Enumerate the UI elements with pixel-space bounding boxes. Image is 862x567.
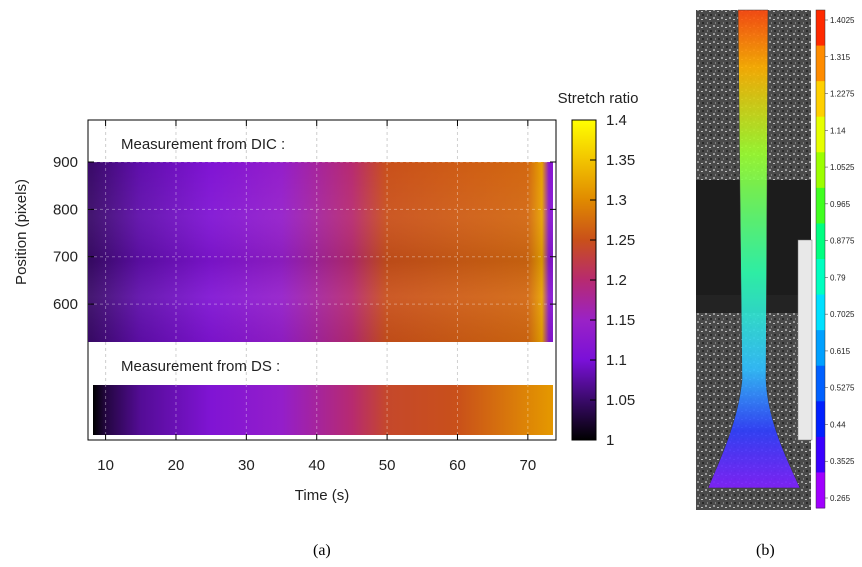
colorbar-tick-label: 1 (606, 432, 614, 449)
panel-b-colorbar-label: 0.265 (830, 494, 851, 503)
y-axis-label: Position (pixels) (13, 179, 30, 285)
y-tick-label: 600 (53, 296, 78, 313)
colorbar-tick-label: 1.25 (606, 232, 635, 249)
colorbar-tick-label: 1.3 (606, 192, 627, 209)
panel-a: Measurement from DIC : Measurement from … (13, 90, 638, 504)
x-tick-label: 60 (449, 457, 466, 474)
panel-b-colorbar-segment (816, 472, 825, 509)
x-tick-label: 30 (238, 457, 255, 474)
panel-b-colorbar-label: 0.965 (830, 200, 851, 209)
panel-b-colorbar-segment (816, 294, 825, 331)
grid-lines-overlay (88, 120, 556, 440)
colorbar-tick-label: 1.35 (606, 152, 635, 169)
panel-b-colorbar-label: 0.5275 (830, 384, 855, 393)
dic-band-shading (88, 162, 553, 342)
panel-b-colorbar-label: 1.0525 (830, 163, 855, 172)
panel-b-colorbar-segment (816, 223, 825, 260)
panel-b-colorbar-segment (816, 45, 825, 82)
panel-b-colorbar-segment (816, 81, 825, 118)
panel-label-a: (a) (313, 542, 331, 559)
y-axis-ticks: 600 700 800 900 (53, 154, 556, 313)
panel-b-colorbar-label: 1.315 (830, 53, 851, 62)
panel-b: 1.4025 1.315 1.2275 1.14 1.0525 0.965 0.8775 0.… (696, 9, 855, 510)
panel-b-colorbar-label: 0.7025 (830, 310, 855, 319)
colorbar-label: Stretch ratio (558, 90, 639, 107)
panel-b-colorbar-segment (816, 187, 825, 224)
colorbar-tick-label: 1.4 (606, 112, 627, 129)
panel-b-colorbar-label: 0.615 (830, 347, 851, 356)
x-tick-label: 50 (379, 457, 396, 474)
y-tick-label: 700 (53, 249, 78, 266)
panel-b-colorbar: 1.4025 1.315 1.2275 1.14 1.0525 0.965 0.8775 0.… (815, 9, 855, 509)
panel-b-colorbar-segment (816, 365, 825, 402)
panel-b-colorbar-segment (816, 330, 825, 367)
ruler (797, 239, 813, 441)
panel-b-colorbar-label: 0.79 (830, 273, 846, 282)
colorbar-tick-label: 1.2 (606, 272, 627, 289)
panel-b-colorbar-label: 1.4025 (830, 16, 855, 25)
panel-b-colorbar-label: 0.44 (830, 420, 846, 429)
section-label-dic: Measurement from DIC : (121, 136, 285, 153)
x-tick-label: 10 (97, 457, 114, 474)
colorbar-tick-label: 1.15 (606, 312, 635, 329)
panel-label-b: (b) (756, 542, 775, 559)
panel-b-colorbar-segment (816, 152, 825, 189)
colorbar-tick-label: 1.05 (606, 392, 635, 409)
colorbar-tick-label: 1.1 (606, 352, 627, 369)
x-tick-label: 20 (168, 457, 185, 474)
x-tick-label: 70 (520, 457, 537, 474)
ds-heatmap (93, 385, 553, 435)
section-label-ds: Measurement from DS : (121, 358, 280, 375)
x-axis-label: Time (s) (295, 487, 349, 504)
panel-b-colorbar-segment (816, 259, 825, 296)
x-tick-label: 40 (308, 457, 325, 474)
specimen-strain-field (707, 9, 801, 489)
y-tick-label: 800 (53, 201, 78, 218)
panel-b-colorbar-segment (816, 10, 825, 47)
panel-b-colorbar-label: 1.2275 (830, 90, 855, 99)
panel-b-colorbar-segment (816, 401, 825, 438)
panel-b-colorbar-label: 0.3525 (830, 457, 855, 466)
panel-b-colorbar-label: 1.14 (830, 126, 846, 135)
colorbar-ticks: 1 1.05 1.1 1.15 1.2 1.25 1.3 1.35 1.4 (590, 112, 635, 449)
panel-b-colorbar-frame (815, 9, 826, 509)
x-axis-ticks: 10 20 30 40 50 60 70 (97, 120, 536, 474)
panel-b-colorbar-segment (816, 436, 825, 473)
y-tick-label: 900 (53, 154, 78, 171)
panel-b-colorbar-segment (816, 116, 825, 153)
panel-b-colorbar-label: 0.8775 (830, 237, 855, 246)
